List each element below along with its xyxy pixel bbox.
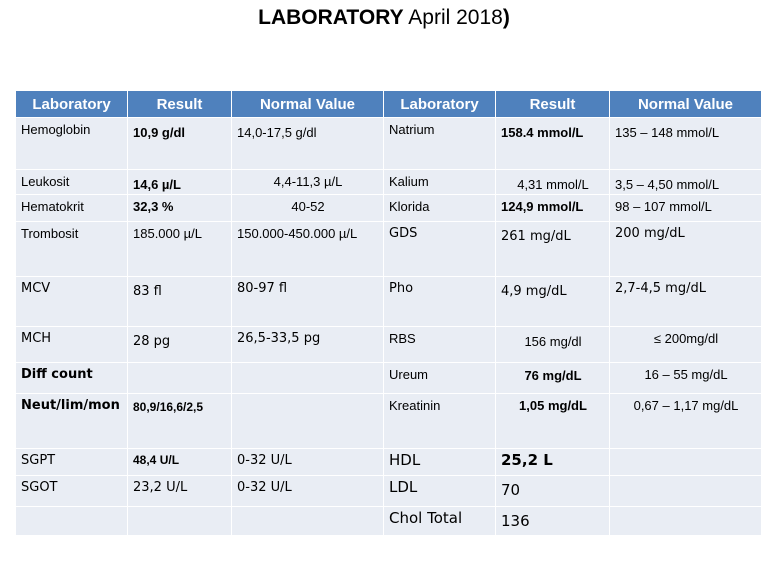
result-value: 25,2 L xyxy=(495,448,610,476)
normal-value xyxy=(231,393,384,449)
normal-value: 40-52 xyxy=(231,194,384,222)
table-row: MCV 83 fl 80-97 fl Pho 4,9 mg/dL 2,7-4,5… xyxy=(15,276,762,327)
lab-name: Kreatinin xyxy=(383,393,496,449)
result-value: 23,2 U/L xyxy=(127,475,232,507)
result-value: 48,4 U/L xyxy=(127,448,232,476)
header-result-right: Result xyxy=(495,90,610,118)
table-row: SGPT 48,4 U/L 0-32 U/L HDL 25,2 L xyxy=(15,448,762,476)
normal-value xyxy=(609,506,762,536)
result-value: 10,9 g/dl xyxy=(127,117,232,170)
normal-value: 14,0-17,5 g/dl xyxy=(231,117,384,170)
result-value: 185.000 µ/L xyxy=(127,221,232,277)
lab-name: Klorida xyxy=(383,194,496,222)
lab-name: RBS xyxy=(383,326,496,363)
result-value: 158.4 mmol/L xyxy=(495,117,610,170)
normal-value: 0-32 U/L xyxy=(231,475,384,507)
lab-name: Hemoglobin xyxy=(15,117,128,170)
header-row: Laboratory Result Normal Value Laborator… xyxy=(15,90,762,118)
table-row: Leukosit 14,6 µ/L 4,4-11,3 µ/L Kalium 4,… xyxy=(15,169,762,195)
lab-name: HDL xyxy=(383,448,496,476)
lab-name: Chol Total xyxy=(383,506,496,536)
normal-value xyxy=(231,506,384,536)
normal-value: 200 mg/dL xyxy=(609,221,762,277)
lab-name: MCH xyxy=(15,326,128,363)
result-value: 32,3 % xyxy=(127,194,232,222)
table-row: Hemoglobin 10,9 g/dl 14,0-17,5 g/dl Natr… xyxy=(15,117,762,170)
normal-value: 3,5 – 4,50 mmol/L xyxy=(609,169,762,195)
lab-name: Diff count xyxy=(15,362,128,394)
lab-name: Trombosit xyxy=(15,221,128,277)
title-main: LABORATORY xyxy=(258,6,404,29)
normal-value: ≤ 200mg/dl xyxy=(609,326,762,363)
header-laboratory-right: Laboratory xyxy=(383,90,496,118)
lab-name: GDS xyxy=(383,221,496,277)
lab-name: Ureum xyxy=(383,362,496,394)
result-value: 28 pg xyxy=(127,326,232,363)
lab-name: SGOT xyxy=(15,475,128,507)
table-row: Chol Total 136 xyxy=(15,506,762,536)
table-row: Neut/lim/mon 80,9/16,6/2,5 Kreatinin 1,0… xyxy=(15,393,762,449)
normal-value: 0-32 U/L xyxy=(231,448,384,476)
result-value: 80,9/16,6/2,5 xyxy=(127,393,232,449)
lab-name: Pho xyxy=(383,276,496,327)
normal-value: 98 – 107 mmol/L xyxy=(609,194,762,222)
result-value: 4,31 mmol/L xyxy=(495,169,610,195)
table-row: Trombosit 185.000 µ/L 150.000-450.000 µ/… xyxy=(15,221,762,277)
normal-value xyxy=(609,475,762,507)
result-value xyxy=(127,362,232,394)
normal-value: 80-97 fl xyxy=(231,276,384,327)
title-date: April 2018 xyxy=(403,6,503,29)
result-value: 136 xyxy=(495,506,610,536)
result-value: 1,05 mg/dL xyxy=(495,393,610,449)
lab-name xyxy=(15,506,128,536)
header-result-left: Result xyxy=(127,90,232,118)
header-normal-value-left: Normal Value xyxy=(231,90,384,118)
result-value: 156 mg/dl xyxy=(495,326,610,363)
result-value: 124,9 mmol/L xyxy=(495,194,610,222)
result-value: 4,9 mg/dL xyxy=(495,276,610,327)
lab-name: Neut/lim/mon xyxy=(15,393,128,449)
result-value: 261 mg/dL xyxy=(495,221,610,277)
normal-value: 150.000-450.000 µ/L xyxy=(231,221,384,277)
result-value: 70 xyxy=(495,475,610,507)
normal-value: 16 – 55 mg/dL xyxy=(609,362,762,394)
lab-name: MCV xyxy=(15,276,128,327)
lab-results-table: Laboratory Result Normal Value Laborator… xyxy=(15,90,762,536)
result-value: 76 mg/dL xyxy=(495,362,610,394)
header-laboratory-left: Laboratory xyxy=(15,90,128,118)
normal-value: 135 – 148 mmol/L xyxy=(609,117,762,170)
normal-value: 4,4-11,3 µ/L xyxy=(231,169,384,195)
normal-value: 2,7-4,5 mg/dL xyxy=(609,276,762,327)
normal-value: 26,5-33,5 pg xyxy=(231,326,384,363)
lab-name: Natrium xyxy=(383,117,496,170)
table-row: Hematokrit 32,3 % 40-52 Klorida 124,9 mm… xyxy=(15,194,762,222)
normal-value xyxy=(609,448,762,476)
lab-name: LDL xyxy=(383,475,496,507)
lab-name: Hematokrit xyxy=(15,194,128,222)
normal-value: 0,67 – 1,17 mg/dL xyxy=(609,393,762,449)
result-value xyxy=(127,506,232,536)
table-row: SGOT 23,2 U/L 0-32 U/L LDL 70 xyxy=(15,475,762,507)
result-value: 83 fl xyxy=(127,276,232,327)
table-row: Diff count Ureum 76 mg/dL 16 – 55 mg/dL xyxy=(15,362,762,394)
table-row: MCH 28 pg 26,5-33,5 pg RBS 156 mg/dl ≤ 2… xyxy=(15,326,762,363)
lab-name: SGPT xyxy=(15,448,128,476)
title-paren: ) xyxy=(502,6,510,29)
page-title: LABORATORY April 2018) xyxy=(0,6,768,30)
header-normal-value-right: Normal Value xyxy=(609,90,762,118)
result-value: 14,6 µ/L xyxy=(127,169,232,195)
lab-name: Kalium xyxy=(383,169,496,195)
normal-value xyxy=(231,362,384,394)
lab-name: Leukosit xyxy=(15,169,128,195)
